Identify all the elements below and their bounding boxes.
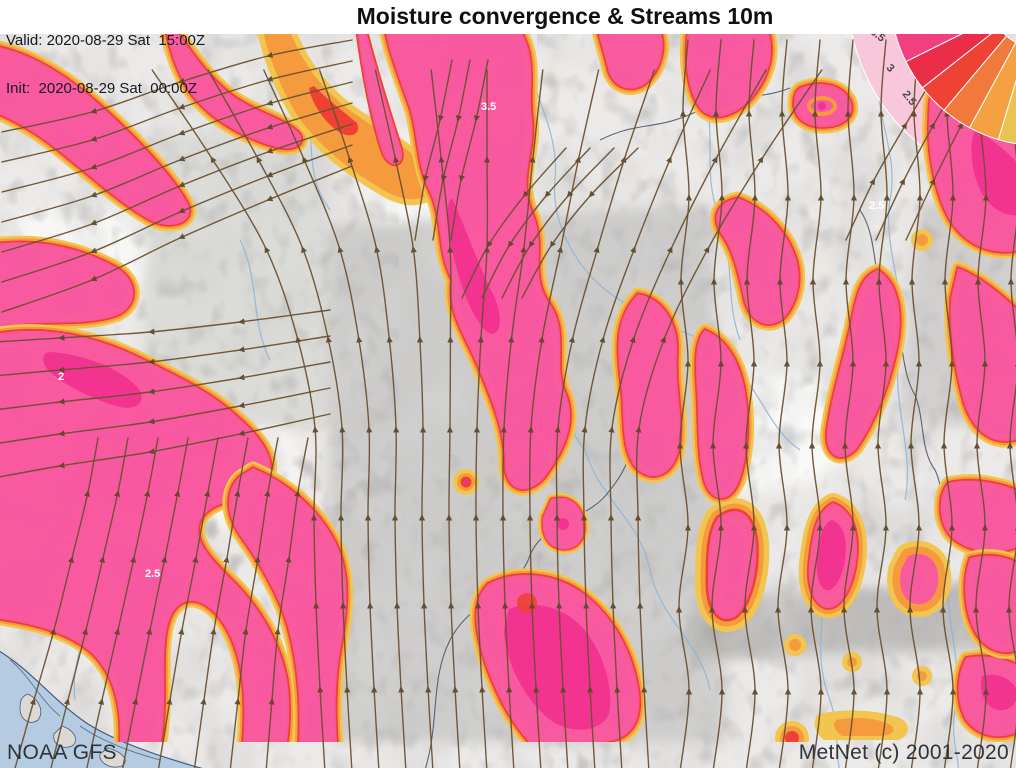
streamlines-layer: [0, 39, 1016, 768]
streamline: [774, 39, 792, 768]
model-credit: NOAA GFS: [7, 741, 117, 764]
spot: [453, 469, 479, 495]
streamline: [450, 59, 489, 241]
streamline: [807, 39, 825, 768]
streamline: [840, 39, 858, 768]
contour-label: 3.5: [481, 101, 496, 113]
streamline: [741, 39, 759, 768]
convergence-blob: [900, 554, 938, 604]
streamline: [708, 39, 726, 768]
valid-label: Valid:: [6, 32, 43, 49]
contour-label: 2.5: [869, 200, 884, 212]
streamline: [430, 69, 461, 768]
valid-time: 2020-08-29 Sat 15:00Z: [46, 32, 206, 49]
spot: [912, 666, 932, 686]
spot-band-inner: [834, 718, 894, 736]
island: [99, 747, 126, 768]
convergence-blob: [696, 330, 748, 498]
page-title: Moisture convergence & Streams 10m: [356, 3, 774, 29]
header-bar: Valid: 2020-08-29 Sat 15:00Z Init: 2020-…: [0, 0, 1016, 97]
contour-label: 2.5: [145, 568, 160, 580]
convergence-blob-ring: [794, 84, 852, 127]
streamline: [472, 69, 491, 768]
streamline: [521, 147, 639, 299]
island: [53, 725, 76, 748]
init-time: 2020-08-29 Sat 00:00Z: [38, 80, 197, 97]
streamline: [1005, 54, 1016, 768]
spot: [784, 634, 806, 656]
streamline: [675, 39, 693, 768]
copyright-credit: MetNet (c) 2001-2020: [798, 741, 1009, 764]
convergence-blob: [598, 34, 663, 89]
init-label: Init:: [6, 80, 31, 97]
streamline: [374, 69, 434, 768]
init-time-line: Init: 2020-08-29 Sat 00:00Z: [6, 81, 205, 97]
valid-time-line: Valid: 2020-08-29 Sat 15:00Z: [6, 33, 205, 49]
streamline: [481, 147, 591, 299]
sea: [0, 650, 203, 768]
contour-label: 2: [58, 371, 64, 383]
streamline: [414, 59, 453, 241]
streamline: [432, 59, 471, 241]
run-times: Valid: 2020-08-29 Sat 15:00Z Init: 2020-…: [6, 1, 205, 129]
streamline: [972, 39, 990, 768]
streamline: [461, 147, 567, 299]
contour-labels: 3.5 2 2.5 2.5: [58, 101, 884, 580]
